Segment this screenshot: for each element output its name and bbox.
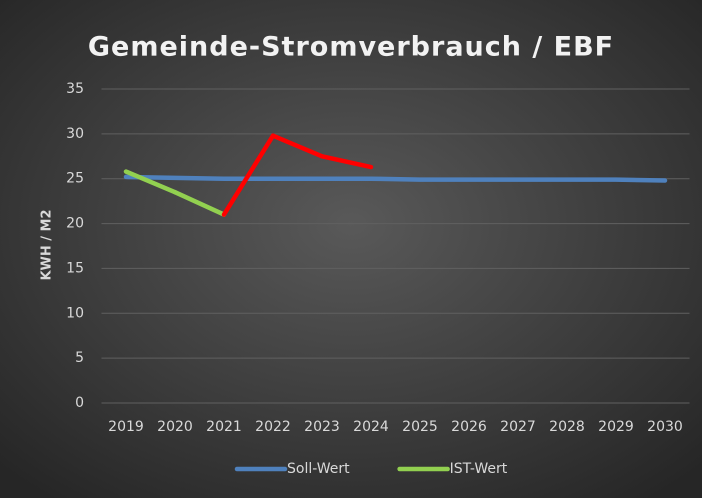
y-tick-label: 5 xyxy=(75,350,84,366)
line-segment xyxy=(270,133,325,159)
line xyxy=(123,174,668,183)
legend-label: IST-Wert xyxy=(450,461,508,477)
y-tick-label: 10 xyxy=(66,305,84,321)
x-tick-label: 2024 xyxy=(353,419,389,435)
x-tick-label: 2030 xyxy=(647,419,683,435)
x-tick-label: 2022 xyxy=(255,419,291,435)
x-tick-label: 2029 xyxy=(598,419,634,435)
chart-title: Gemeinde-Stromverbrauch / EBF xyxy=(88,32,614,63)
y-tick-label: 25 xyxy=(66,171,84,187)
y-axis-label: KWH / M2 xyxy=(40,209,55,280)
x-tick-label: 2019 xyxy=(108,419,144,435)
x-tick-label: 2025 xyxy=(402,419,438,435)
x-tick-label: 2027 xyxy=(500,419,536,435)
x-tick-label: 2020 xyxy=(157,419,193,435)
x-tick-label: 2023 xyxy=(304,419,340,435)
line-segment xyxy=(123,169,178,195)
y-tick-label: 0 xyxy=(75,395,84,411)
y-tick-label: 35 xyxy=(66,81,84,97)
x-tick-label: 2021 xyxy=(206,419,242,435)
x-tick-label: 2028 xyxy=(549,419,585,435)
y-tick-label: 15 xyxy=(66,260,84,276)
line-segment xyxy=(319,154,374,170)
y-tick-label: 30 xyxy=(66,126,84,142)
y-tick-label: 20 xyxy=(66,216,84,232)
line-segment xyxy=(172,189,227,217)
line-segment xyxy=(221,133,276,217)
legend-label: Soll-Wert xyxy=(287,461,350,477)
x-tick-label: 2026 xyxy=(451,419,487,435)
